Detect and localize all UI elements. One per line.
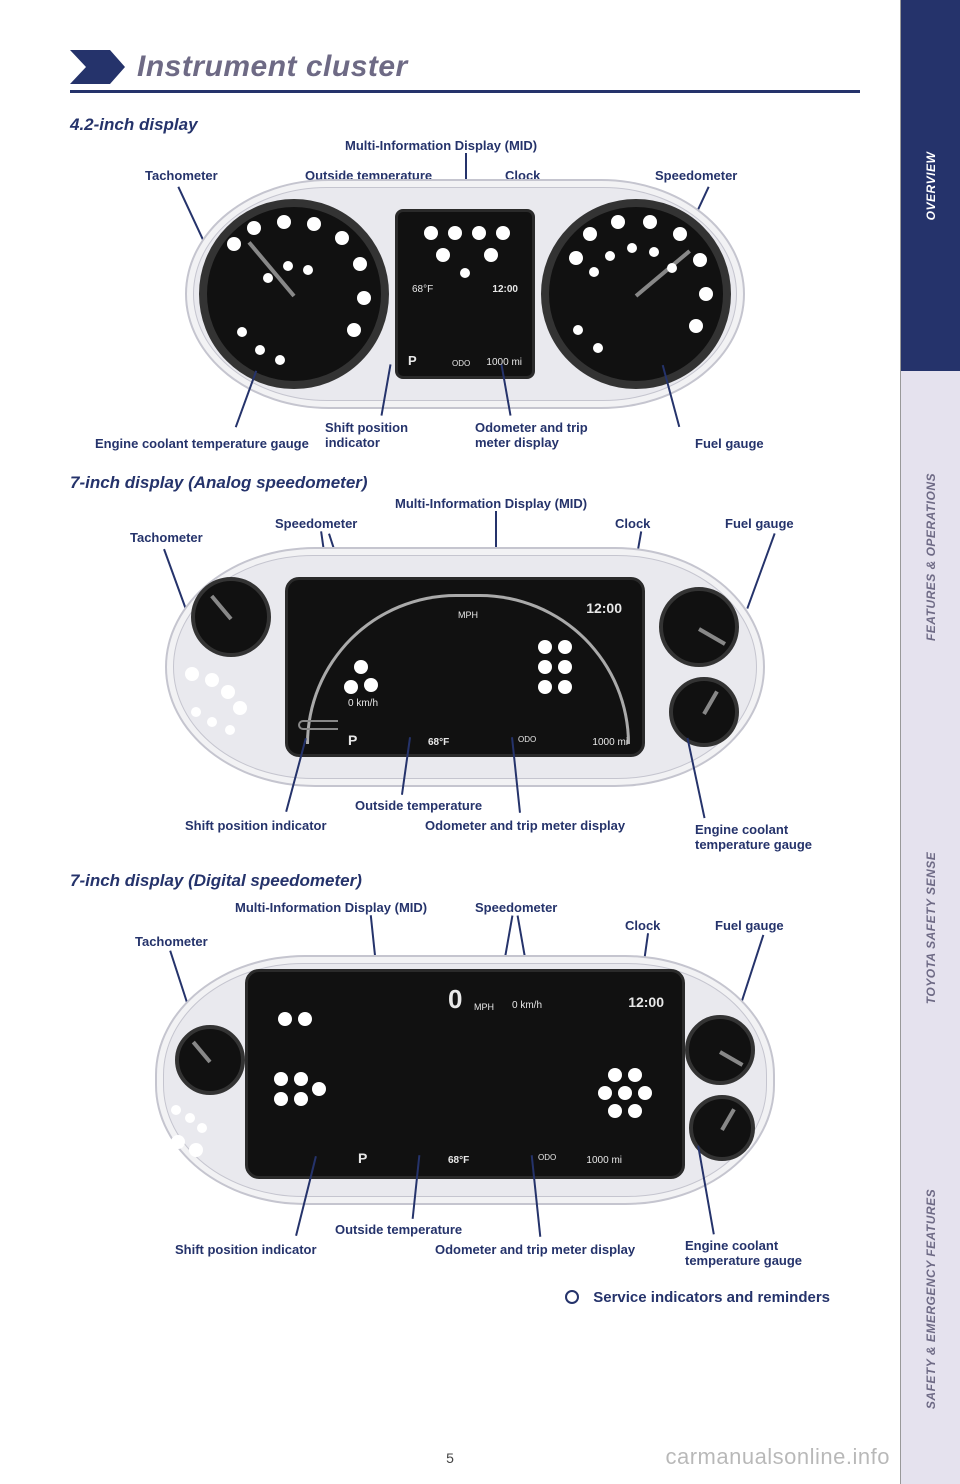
- tach-small: [191, 577, 271, 657]
- title-rule: [70, 90, 860, 93]
- callout: Odometer and trip meter display: [435, 1243, 635, 1258]
- title-row: Instrument cluster: [70, 50, 860, 84]
- tab-overview[interactable]: OVERVIEW: [900, 0, 960, 371]
- callout: Speedometer: [475, 901, 557, 916]
- callout: Speedometer: [275, 517, 357, 532]
- tachometer-dial: [199, 199, 389, 389]
- page-content: Instrument cluster 4.2-inch display Mult…: [0, 0, 900, 1484]
- mid-screen: MPH 12:00 0 km/h P 68°F ODO 1000 mi: [285, 577, 645, 757]
- footer-note: Service indicators and reminders: [70, 1289, 860, 1306]
- callout: Shift position indicator: [325, 421, 408, 451]
- cluster-b: MPH 12:00 0 km/h P 68°F ODO 1000 mi: [165, 547, 765, 787]
- callout: Fuel gauge: [715, 919, 784, 934]
- callout: Clock: [615, 517, 650, 532]
- tab-safety-sense[interactable]: TOYOTA SAFETY SENSE: [900, 742, 960, 1113]
- callout: Shift position indicator: [185, 819, 327, 834]
- subhead-b: 7-inch display (Analog speedometer): [70, 473, 860, 493]
- diagram-7-analog: Multi-Information Display (MID) Tachomet…: [75, 497, 855, 857]
- mid-screen: 0 MPH 0 km/h 12:00 P 68°F ODO 1000 mi: [245, 969, 685, 1179]
- cluster-a: 68°F 12:00 P ODO 1000 mi: [185, 179, 745, 409]
- callout: Engine coolant temperature gauge: [685, 1239, 802, 1269]
- callout: Engine coolant temperature gauge: [95, 437, 309, 452]
- callout: Multi-Information Display (MID): [345, 139, 537, 154]
- cluster-c: 0 MPH 0 km/h 12:00 P 68°F ODO 1000 mi: [155, 955, 775, 1205]
- tab-features[interactable]: FEATURES & OPERATIONS: [900, 371, 960, 742]
- subhead-c: 7-inch display (Digital speedometer): [70, 871, 860, 891]
- diagram-7-digital: Tachometer Multi-Information Display (MI…: [75, 895, 855, 1275]
- callout: Engine coolant temperature gauge: [695, 823, 812, 853]
- callout: Multi-Information Display (MID): [395, 497, 587, 512]
- callout: Fuel gauge: [725, 517, 794, 532]
- tach-small: [175, 1025, 245, 1095]
- ring-icon: [565, 1290, 579, 1304]
- callout: Outside temperature: [355, 799, 482, 814]
- callout: Tachometer: [130, 531, 203, 546]
- callout: Tachometer: [135, 935, 208, 950]
- page-title: Instrument cluster: [137, 50, 408, 84]
- callout: Odometer and trip meter display: [475, 421, 588, 451]
- fuel-dial: [659, 587, 739, 667]
- callout: Shift position indicator: [175, 1243, 317, 1258]
- fuel-dial: [685, 1015, 755, 1085]
- section-tabs: OVERVIEW FEATURES & OPERATIONS TOYOTA SA…: [900, 0, 960, 1484]
- watermark: carmanualsonline.info: [665, 1444, 890, 1470]
- callout: Clock: [625, 919, 660, 934]
- callout: Fuel gauge: [695, 437, 764, 452]
- tab-emergency[interactable]: SAFETY & EMERGENCY FEATURES: [900, 1113, 960, 1484]
- mid-screen: 68°F 12:00 P ODO 1000 mi: [395, 209, 535, 379]
- chevron-icon: [70, 50, 125, 84]
- callout: Multi-Information Display (MID): [235, 901, 427, 916]
- callout: Outside temperature: [335, 1223, 462, 1238]
- diagram-4-2-inch: Multi-Information Display (MID) Tachomet…: [75, 139, 855, 459]
- speedometer-dial: [541, 199, 731, 389]
- subhead-a: 4.2-inch display: [70, 115, 860, 135]
- temp-dial: [669, 677, 739, 747]
- callout: Odometer and trip meter display: [425, 819, 625, 834]
